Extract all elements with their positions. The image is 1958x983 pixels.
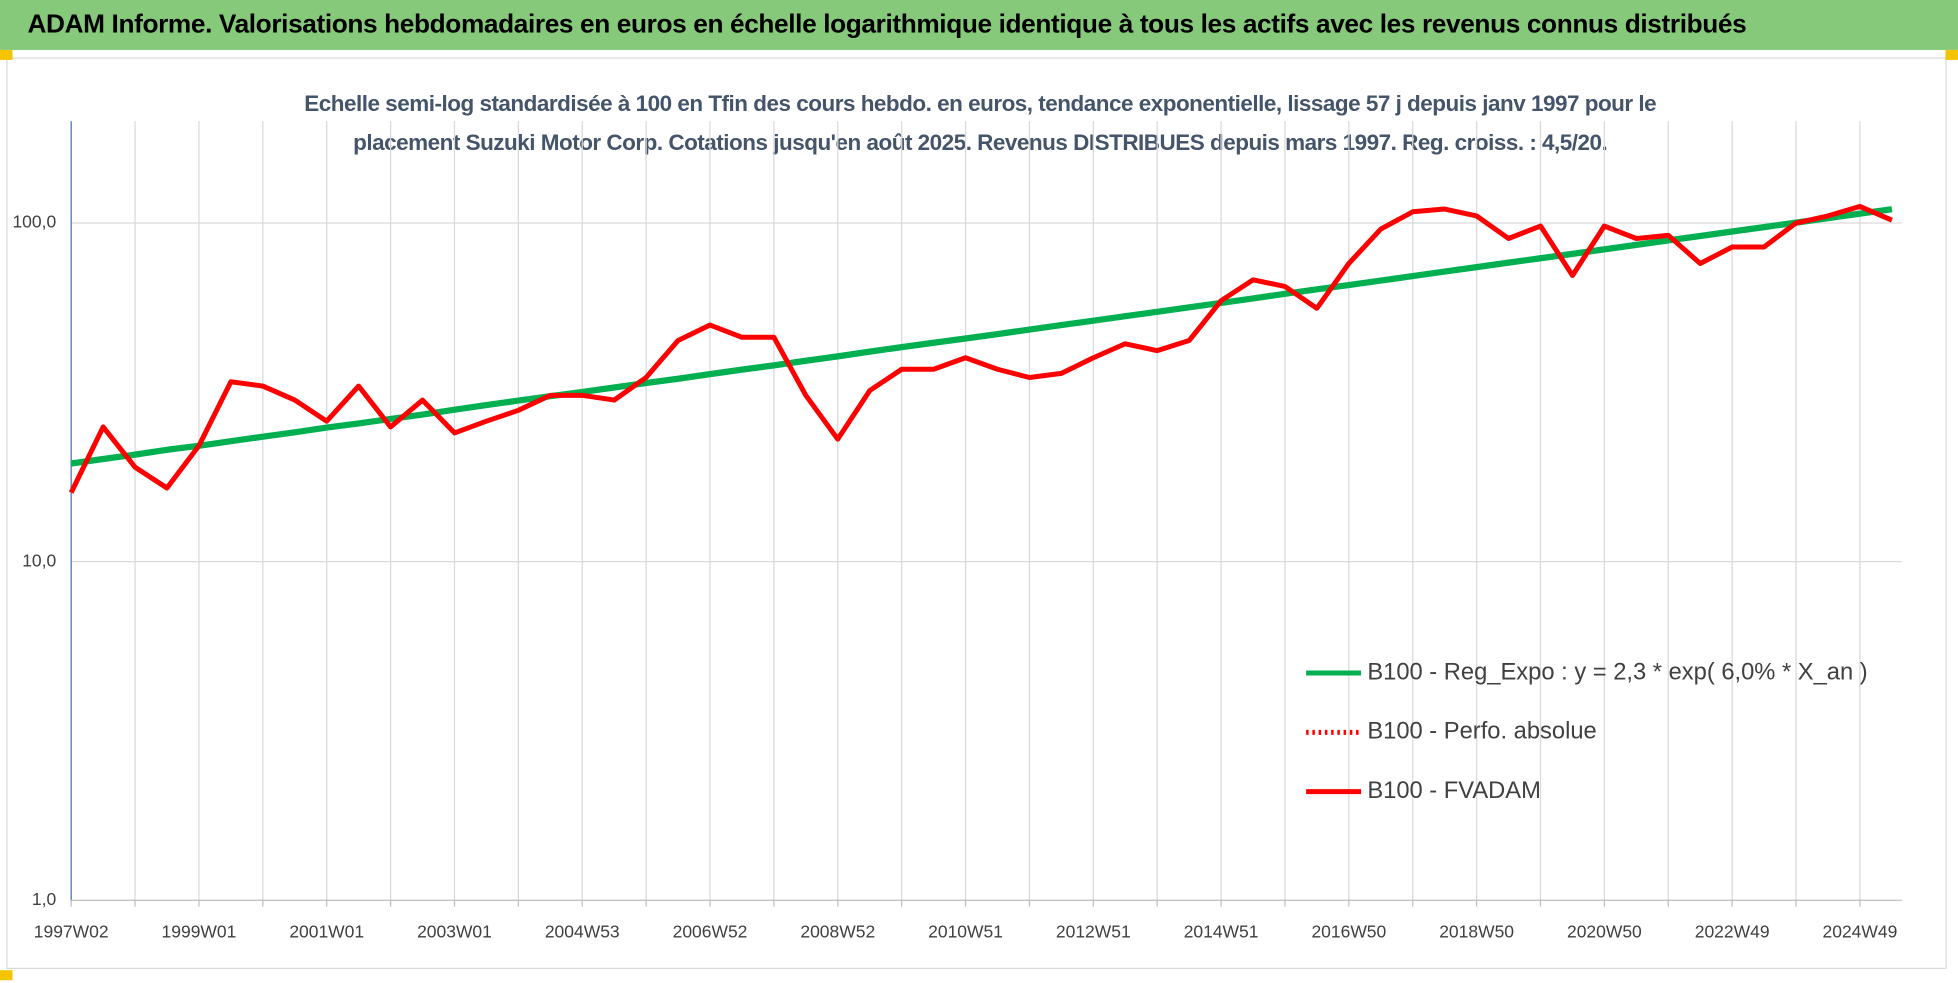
x-tick-label: 2001W01 <box>289 921 364 941</box>
x-tick-label: 2006W52 <box>673 921 748 941</box>
y-tick-label: 100,0 <box>12 212 56 232</box>
legend-label: B100 - Perfo. absolue <box>1367 719 1596 745</box>
corner <box>1945 49 1958 60</box>
corner <box>0 49 13 60</box>
x-tick-label: 2020W50 <box>1567 921 1642 941</box>
x-tick-label: 2014W51 <box>1184 921 1259 941</box>
chart-frame <box>6 57 1947 969</box>
x-tick-label: 2018W50 <box>1439 921 1514 941</box>
x-tick-label: 1999W01 <box>162 921 237 941</box>
x-tick-label: 2008W52 <box>800 921 875 941</box>
x-tick-label: 2003W01 <box>417 921 492 941</box>
x-tick-label: 2016W50 <box>1311 921 1386 941</box>
x-tick-label: 2022W49 <box>1695 921 1770 941</box>
corner <box>0 970 13 981</box>
x-tick-label: 2010W51 <box>928 921 1003 941</box>
x-tick-label: 2012W51 <box>1056 921 1131 941</box>
y-tick-label: 1,0 <box>32 889 57 909</box>
header-title: ADAM Informe. Valorisations hebdomadaire… <box>0 0 1958 50</box>
data-line <box>70 206 1893 467</box>
y-tick-label: 10,0 <box>22 550 56 570</box>
x-tick-label: 1997W02 <box>34 921 109 941</box>
chart-title: Echelle semi-log standardisée à 100 en T… <box>304 91 1657 155</box>
legend-label: B100 - Reg_Expo : y = 2,3 * exp( 6,0% * … <box>1367 659 1867 685</box>
x-tick-label: 2004W53 <box>545 921 620 941</box>
x-tick-label: 2024W49 <box>1823 921 1898 941</box>
legend-label: B100 - FVADAM <box>1367 778 1541 804</box>
data-line <box>68 203 1893 494</box>
